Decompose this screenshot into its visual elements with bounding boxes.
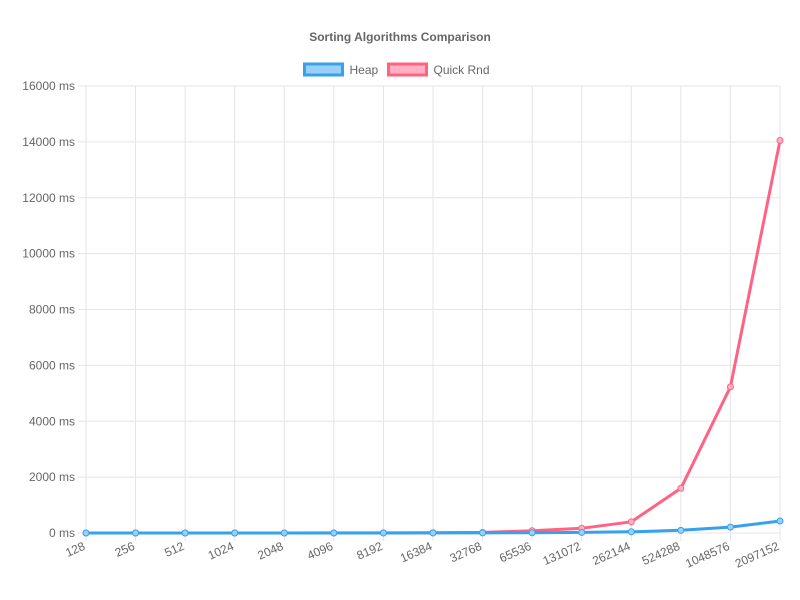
y-tick-label: 0 ms <box>49 526 75 540</box>
legend-item[interactable]: Heap <box>303 62 379 77</box>
y-tick-label: 4000 ms <box>29 414 75 428</box>
y-axis-ticks: 0 ms 2000 ms 4000 ms 6000 ms 8000 ms 10000 ms… <box>22 79 75 540</box>
y-tick-label: 6000 ms <box>29 358 75 372</box>
x-tick-label: 32768 <box>448 539 484 565</box>
series-group <box>82 136 784 537</box>
legend-label: Quick Rnd <box>434 63 490 77</box>
x-tick-label: 1048576 <box>683 539 732 571</box>
x-tick-label: 16384 <box>398 539 434 565</box>
x-tick-label: 1024 <box>206 539 236 563</box>
y-tick-label: 12000 ms <box>22 191 75 205</box>
data-point[interactable] <box>578 528 586 536</box>
x-tick-label: 524288 <box>640 539 683 568</box>
y-tick-label: 16000 ms <box>22 79 75 93</box>
data-point[interactable] <box>429 529 437 537</box>
data-point[interactable] <box>776 136 784 144</box>
legend-swatch <box>387 62 428 77</box>
x-tick-label: 2097152 <box>733 539 782 571</box>
x-tick-label: 131072 <box>541 539 584 568</box>
series-heap <box>82 517 784 537</box>
data-point[interactable] <box>181 529 189 537</box>
x-tick-label: 512 <box>162 539 186 560</box>
grid <box>78 85 781 541</box>
y-tick-label: 14000 ms <box>22 135 75 149</box>
data-point[interactable] <box>677 484 685 492</box>
data-point[interactable] <box>627 518 635 526</box>
x-tick-label: 128 <box>63 539 87 560</box>
x-tick-label: 262144 <box>590 539 633 568</box>
data-point[interactable] <box>82 529 90 537</box>
x-tick-label: 2048 <box>255 539 285 563</box>
data-point[interactable] <box>330 529 338 537</box>
legend-swatch <box>303 62 344 77</box>
data-point[interactable] <box>379 529 387 537</box>
legend-label: Heap <box>350 63 379 77</box>
x-tick-label: 8192 <box>355 539 385 563</box>
legend-item[interactable]: Quick Rnd <box>387 62 490 77</box>
x-axis-ticks: 128 256 512 1024 2048 4096 8192 16384 32768 65536… <box>63 539 781 571</box>
data-point[interactable] <box>528 529 536 537</box>
data-point[interactable] <box>479 529 487 537</box>
chart-title: Sorting Algorithms Comparison <box>309 30 491 44</box>
data-point[interactable] <box>280 529 288 537</box>
y-tick-label: 2000 ms <box>29 470 75 484</box>
x-tick-label: 4096 <box>305 539 335 563</box>
x-tick-label: 256 <box>113 539 137 560</box>
x-tick-label: 65536 <box>497 539 533 565</box>
data-point[interactable] <box>627 528 635 536</box>
data-point[interactable] <box>231 529 239 537</box>
y-tick-label: 8000 ms <box>29 303 75 317</box>
data-point[interactable] <box>132 529 140 537</box>
y-tick-label: 10000 ms <box>22 247 75 261</box>
data-point[interactable] <box>677 526 685 534</box>
data-point[interactable] <box>726 523 734 531</box>
data-point[interactable] <box>776 517 784 525</box>
data-point[interactable] <box>726 383 734 391</box>
legend: Heap Quick Rnd <box>303 62 490 77</box>
